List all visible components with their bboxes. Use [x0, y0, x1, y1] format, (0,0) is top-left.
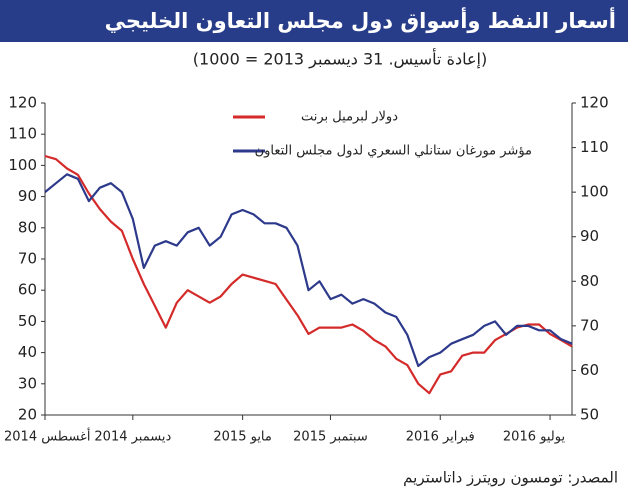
chart-subtitle: (إعادة تأسيس. 31 ديسمبر 2013 = 1000) [193, 48, 487, 70]
title-bar [0, 0, 628, 42]
y-tick-label: 50 [18, 312, 37, 330]
x-tick-label: ديسمبر 2014 [94, 430, 171, 445]
x-tick-label: سبتمبر 2015 [293, 430, 368, 445]
y-tick-label: 20 [18, 406, 37, 424]
series-line [44, 154, 573, 395]
x-tick-label: مايو 2015 [213, 430, 271, 445]
y-tick-label: 80 [18, 218, 37, 236]
y-tick-label: 90 [18, 187, 37, 205]
y2-tick-label: 50 [580, 406, 599, 424]
x-tick-label: فبراير 2016 [406, 430, 475, 445]
y-tick-label: 100 [8, 156, 37, 174]
y2-tick-label: 100 [580, 183, 609, 201]
y2-tick-label: 90 [580, 227, 599, 245]
y-tick-label: 40 [18, 343, 37, 361]
y2-tick-label: 80 [580, 272, 599, 290]
y2-tick-label: 70 [580, 316, 599, 334]
y-tick-label: 30 [18, 374, 37, 392]
y-tick-label: 70 [18, 250, 37, 268]
chart-title: أسعار النفط وأسواق دول مجلس التعاون الخل… [105, 6, 616, 33]
source-note: المصدر: تومسون رويترز داتاستريم [403, 469, 618, 487]
x-tick-label: أغسطس 2014 [4, 428, 90, 445]
y2-tick-label: 60 [580, 361, 599, 379]
y2-tick-label: 110 [580, 138, 609, 156]
y-tick-label: 110 [8, 125, 37, 143]
legend-label: دولار لبرميل برنت [301, 110, 398, 125]
legend-label: مؤشر مورغان ستانلي السعري لدول مجلس التع… [255, 144, 532, 159]
y2-tick-label: 120 [580, 94, 609, 112]
x-tick-label: يوليو 2016 [503, 430, 566, 445]
y-tick-label: 120 [8, 94, 37, 112]
y-tick-label: 60 [18, 281, 37, 299]
series-line [44, 173, 573, 368]
